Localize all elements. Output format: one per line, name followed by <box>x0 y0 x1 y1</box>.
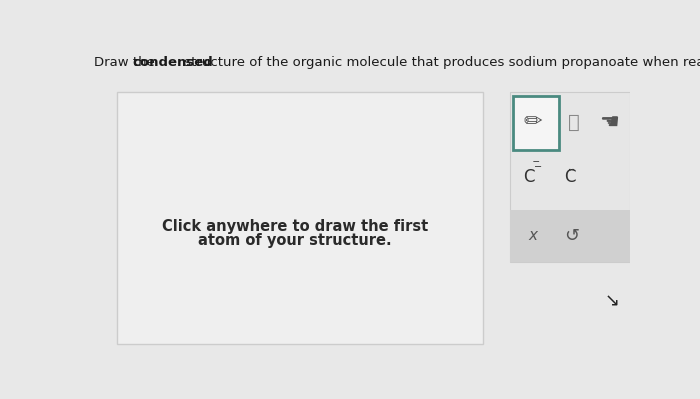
Text: ↺: ↺ <box>564 227 580 245</box>
Text: condensed: condensed <box>133 55 214 69</box>
Bar <box>117 92 483 344</box>
Bar <box>510 209 630 262</box>
Text: x: x <box>528 228 538 243</box>
Text: ☚: ☚ <box>599 113 619 132</box>
Text: ✏: ✏ <box>523 113 542 132</box>
Text: −: − <box>534 162 542 172</box>
Text: ↖: ↖ <box>601 289 616 307</box>
Text: Click anywhere to draw the first: Click anywhere to draw the first <box>162 219 428 234</box>
Text: C̈: C̈ <box>564 168 575 186</box>
Text: Draw the: Draw the <box>94 55 159 69</box>
Bar <box>513 96 559 150</box>
Bar <box>510 92 630 262</box>
Text: structure of the organic molecule that produces sodium propanoate when reacted w: structure of the organic molecule that p… <box>181 55 700 69</box>
Text: ⬧: ⬧ <box>568 113 580 132</box>
Text: C: C <box>524 168 535 186</box>
Text: atom of your structure.: atom of your structure. <box>198 233 392 249</box>
